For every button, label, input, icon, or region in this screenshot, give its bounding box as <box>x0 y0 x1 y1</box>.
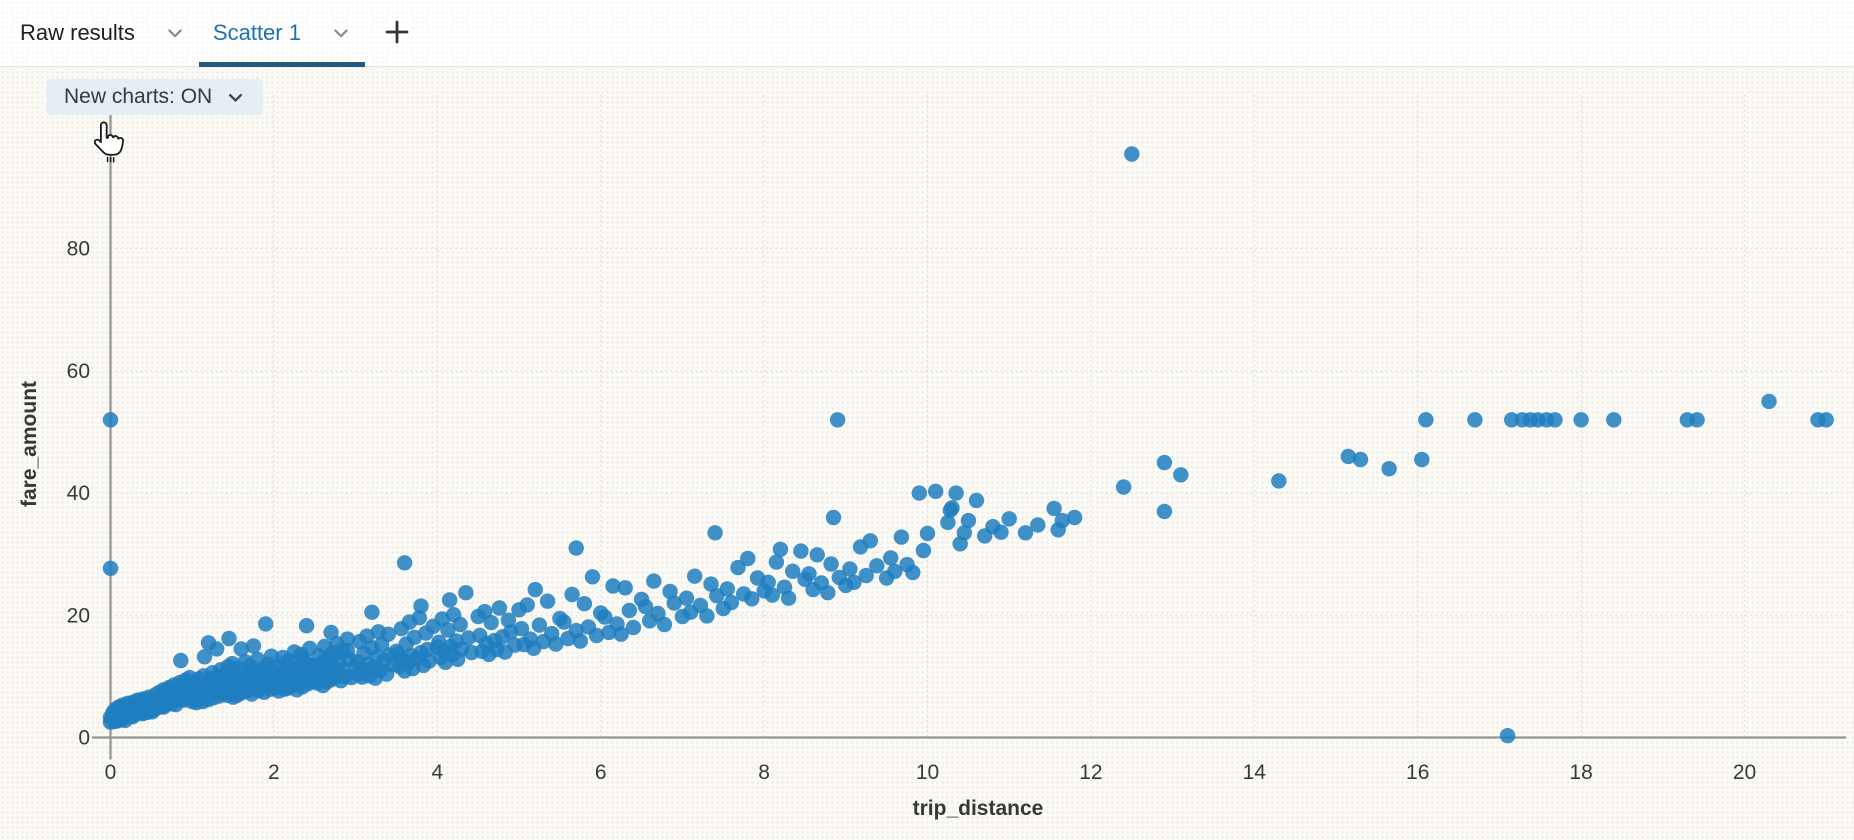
svg-text:2: 2 <box>268 761 280 784</box>
svg-text:20: 20 <box>67 604 90 627</box>
svg-text:trip_distance: trip_distance <box>913 797 1044 820</box>
svg-text:60: 60 <box>67 360 90 383</box>
svg-text:80: 80 <box>67 238 90 261</box>
chevron-down-icon <box>165 23 185 43</box>
scatter-plot[interactable]: 0 2 4 6 8 10 12 14 16 18 20 0 20 40 60 80 trip_distance f… <box>0 67 1854 840</box>
chevron-down-icon <box>331 23 351 43</box>
chevron-down-icon <box>226 88 245 107</box>
tab-raw-results[interactable]: Raw results <box>6 0 199 66</box>
svg-text:12: 12 <box>1079 761 1102 784</box>
plus-icon <box>381 16 413 51</box>
svg-text:10: 10 <box>916 761 939 784</box>
chart-area: New charts: ON 0 2 4 6 8 10 12 14 16 18 20 0 20 40 60 8… <box>0 67 1854 840</box>
tab-scatter-1[interactable]: Scatter 1 <box>198 0 365 67</box>
new-charts-toggle[interactable]: New charts: ON <box>46 79 264 115</box>
svg-text:fare_amount: fare_amount <box>18 381 41 507</box>
svg-text:14: 14 <box>1243 761 1267 784</box>
active-tab-underline <box>198 62 365 67</box>
tab-raw-results-label: Raw results <box>20 20 135 45</box>
svg-text:18: 18 <box>1569 761 1592 784</box>
svg-text:0: 0 <box>105 761 117 784</box>
svg-text:8: 8 <box>758 761 770 784</box>
svg-text:20: 20 <box>1733 761 1756 784</box>
new-charts-label: New charts: ON <box>64 85 213 108</box>
svg-text:0: 0 <box>78 727 90 750</box>
tab-scatter-1-label: Scatter 1 <box>212 20 301 45</box>
tab-bar: Raw results Scatter 1 <box>0 0 1854 67</box>
add-chart-button[interactable] <box>369 0 425 66</box>
svg-text:40: 40 <box>67 482 90 505</box>
svg-text:4: 4 <box>431 761 443 784</box>
svg-text:16: 16 <box>1406 761 1429 784</box>
svg-text:6: 6 <box>595 761 607 784</box>
